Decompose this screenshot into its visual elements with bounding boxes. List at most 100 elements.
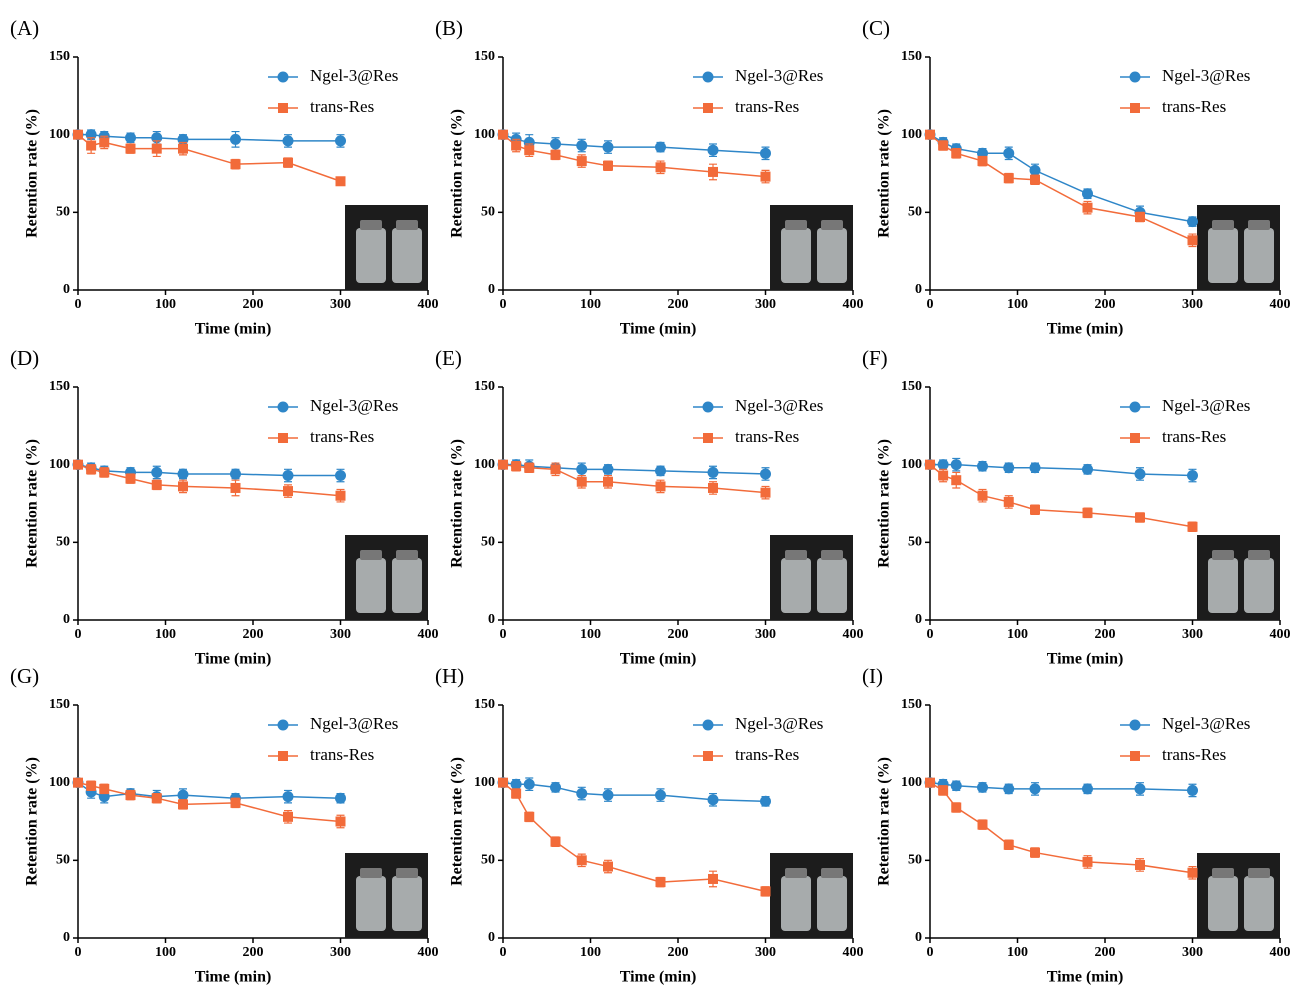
y-tick-label: 150 [474,379,495,394]
series-line [502,133,766,155]
data-point [125,473,136,484]
data-point [603,476,613,487]
data-point [938,140,949,151]
legend-marker [1129,71,1141,83]
data-point [602,141,614,153]
data-point [708,166,718,177]
legend-label: Ngel-3@Res [310,714,398,733]
data-point [335,176,346,187]
x-tick-label: 300 [330,297,351,312]
x-tick-label: 200 [1095,297,1116,312]
data-point [1187,784,1198,796]
data-point [550,836,561,847]
photo-inset [345,205,428,290]
y-tick-label: 50 [908,205,922,220]
data-point [1003,783,1015,795]
data-point [1030,504,1040,515]
data-point [125,790,136,801]
y-tick-label: 100 [474,775,495,790]
legend-marker [702,401,714,413]
legend-label: trans-Res [310,745,374,764]
vial-cap [360,220,382,230]
data-point [177,468,189,480]
legend-label: trans-Res [1162,427,1226,446]
vial-cap [396,550,418,560]
legend-marker [278,751,288,761]
y-axis-label: Retention rate (%) [876,439,893,568]
legend-label: trans-Res [310,427,374,446]
y-tick-label: 100 [901,127,922,142]
data-point [576,140,588,152]
legend-label: trans-Res [735,745,799,764]
data-point [335,135,346,147]
series-line [77,463,341,477]
data-point [523,136,535,148]
y-tick-label: 150 [49,379,70,394]
x-axis-label: Time (min) [620,651,697,668]
data-point [524,462,535,473]
x-tick-label: 100 [1007,297,1028,312]
data-point [177,789,189,801]
y-tick-label: 100 [901,775,922,790]
series-line [503,463,766,475]
data-point [655,465,666,477]
x-tick-label: 200 [668,945,689,960]
series-line [77,463,341,497]
legend-label: Ngel-3@Res [735,396,823,415]
data-point [282,791,294,803]
y-tick-label: 50 [481,535,495,550]
data-point [938,470,949,481]
legend-marker [703,433,713,443]
y-axis-label: Retention rate (%) [876,109,893,238]
x-tick-label: 200 [1095,945,1116,960]
photo-inset [770,205,853,290]
data-point [524,145,535,156]
legend-label: Ngel-3@Res [310,396,398,415]
photo-inset [770,535,853,620]
panel-label: (E) [435,346,462,370]
vial [1244,876,1274,931]
legend-marker [1129,719,1141,731]
y-tick-label: 100 [901,457,922,472]
data-point [951,148,962,159]
data-point [1187,235,1198,246]
series-line [930,463,1193,477]
data-point [951,802,962,813]
x-axis-label: Time (min) [1047,969,1124,986]
data-point [523,778,535,790]
y-tick-label: 150 [901,49,922,64]
data-point [511,461,522,472]
y-tick-label: 150 [901,379,922,394]
y-tick-label: 150 [49,49,70,64]
vial [781,876,811,931]
legend-label: Ngel-3@Res [735,66,823,85]
legend-label: trans-Res [1162,97,1226,116]
data-point [655,877,666,888]
x-tick-label: 300 [1182,627,1203,642]
data-point [655,789,666,801]
y-tick-label: 0 [915,612,922,627]
data-point [498,777,508,788]
data-point [151,143,162,154]
data-point [938,785,949,796]
data-point [99,137,110,148]
data-point [1187,521,1198,532]
panel-label: (B) [435,16,463,40]
x-tick-label: 300 [755,945,776,960]
x-tick-label: 400 [843,945,864,960]
vial-cap [1248,220,1270,230]
y-tick-label: 150 [474,49,495,64]
y-tick-label: 150 [901,697,922,712]
legend-marker [702,71,714,83]
data-point [707,466,719,478]
photo-inset [1197,853,1280,938]
data-point [977,156,988,167]
vial-cap [1212,550,1234,560]
data-point [1135,211,1145,222]
x-tick-label: 100 [580,945,601,960]
legend-label: Ngel-3@Res [1162,66,1250,85]
series-line [78,133,341,142]
data-point [1135,512,1145,523]
x-tick-label: 400 [418,627,439,642]
